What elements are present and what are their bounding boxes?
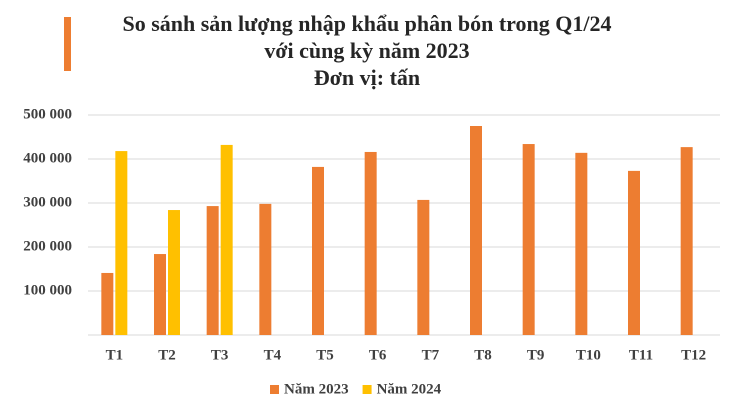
y-tick-label: 200 000 bbox=[23, 238, 72, 254]
bar bbox=[628, 170, 640, 335]
title-decoration bbox=[64, 17, 71, 71]
x-tick-label: T2 bbox=[158, 347, 176, 363]
y-tick-label: 100 000 bbox=[23, 282, 72, 298]
chart-title: Đơn vị: tấn bbox=[314, 65, 420, 90]
y-tick-label: 300 000 bbox=[23, 194, 72, 210]
legend-swatch bbox=[362, 385, 372, 394]
bar bbox=[154, 254, 166, 335]
x-tick-label: T10 bbox=[576, 347, 601, 363]
x-tick-label: T1 bbox=[106, 347, 124, 363]
x-tick-label: T3 bbox=[211, 347, 229, 363]
bar bbox=[206, 206, 219, 335]
bar bbox=[470, 126, 482, 335]
bar bbox=[259, 203, 272, 335]
bar bbox=[220, 144, 233, 335]
x-tick-label: T4 bbox=[264, 347, 282, 363]
y-tick-label: 500 000 bbox=[23, 106, 72, 122]
x-tick-label: T9 bbox=[527, 347, 545, 363]
bar bbox=[680, 147, 693, 335]
chart-title: So sánh sản lượng nhập khẩu phân bón tro… bbox=[122, 11, 611, 36]
chart-title: với cùng kỳ năm 2023 bbox=[264, 38, 469, 63]
x-tick-label: T7 bbox=[422, 347, 440, 363]
bar bbox=[417, 199, 430, 335]
x-tick-label: T5 bbox=[316, 347, 334, 363]
x-tick-label: T12 bbox=[681, 347, 706, 363]
bar bbox=[168, 210, 180, 335]
x-tick-label: T8 bbox=[474, 347, 492, 363]
x-tick-label: T11 bbox=[629, 347, 653, 363]
bar bbox=[364, 151, 377, 335]
y-tick-label: 400 000 bbox=[23, 150, 72, 166]
x-tick-label: T6 bbox=[369, 347, 387, 363]
bar bbox=[312, 166, 324, 335]
bar bbox=[101, 272, 114, 335]
legend-swatch bbox=[270, 385, 279, 394]
legend-label: Năm 2023 bbox=[284, 381, 349, 397]
legend-label: Năm 2024 bbox=[377, 381, 442, 397]
bar bbox=[575, 152, 588, 335]
bar bbox=[115, 151, 128, 335]
bar bbox=[522, 144, 535, 335]
